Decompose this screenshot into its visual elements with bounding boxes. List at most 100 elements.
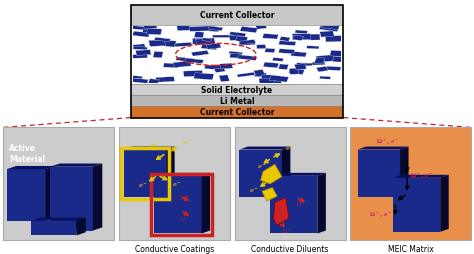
Polygon shape [319,77,331,80]
Text: Li$^+$, $e^-$: Li$^+$, $e^-$ [376,137,400,147]
Polygon shape [261,75,272,82]
Polygon shape [201,173,210,234]
Polygon shape [307,46,319,50]
Bar [131,84,343,96]
Polygon shape [400,147,409,198]
Polygon shape [204,66,223,70]
Polygon shape [50,164,102,167]
Polygon shape [255,25,267,30]
Polygon shape [146,29,162,36]
Polygon shape [132,32,150,38]
Text: Li$^+$: Li$^+$ [296,200,306,209]
Polygon shape [124,150,166,198]
Polygon shape [7,169,46,221]
Polygon shape [263,63,279,69]
Polygon shape [237,73,255,78]
Text: MEIC Matrix: MEIC Matrix [388,244,434,253]
Bar [235,128,346,241]
Text: $e^-$: $e^-$ [285,145,295,153]
Polygon shape [31,218,86,221]
Polygon shape [214,68,225,73]
Polygon shape [330,51,343,57]
Polygon shape [46,166,55,221]
Polygon shape [273,198,289,225]
Polygon shape [239,42,255,46]
Polygon shape [153,52,163,59]
Polygon shape [289,69,305,75]
Polygon shape [183,71,203,77]
Polygon shape [239,147,291,150]
Polygon shape [239,150,282,198]
Text: $e^-$: $e^-$ [257,163,267,170]
Polygon shape [133,55,147,59]
Polygon shape [301,64,312,67]
Polygon shape [296,64,306,69]
Polygon shape [235,37,248,43]
Text: Li$^+$: Li$^+$ [180,214,191,223]
Polygon shape [261,165,282,184]
Polygon shape [202,39,212,42]
Polygon shape [126,76,143,80]
Text: Active
Material: Active Material [9,144,46,163]
Bar [131,96,343,107]
Polygon shape [230,54,241,59]
Text: Li$^+$: Li$^+$ [282,227,292,235]
Polygon shape [136,51,151,56]
Polygon shape [155,176,201,234]
Bar [119,128,230,241]
Polygon shape [269,76,289,83]
Polygon shape [278,65,289,70]
Polygon shape [163,64,179,69]
Polygon shape [289,69,299,75]
Polygon shape [280,37,290,42]
Polygon shape [240,27,258,34]
Polygon shape [195,39,216,46]
Polygon shape [259,79,274,85]
Text: $e^-$: $e^-$ [172,180,182,188]
Polygon shape [201,44,218,51]
Text: $e^-$: $e^-$ [249,186,259,194]
Polygon shape [292,36,303,41]
Polygon shape [50,167,93,231]
Polygon shape [279,42,296,46]
Polygon shape [256,45,266,50]
Polygon shape [191,51,209,57]
Polygon shape [142,30,162,36]
Text: $e^-$: $e^-$ [138,181,148,189]
Polygon shape [202,26,220,33]
Polygon shape [177,25,191,31]
Polygon shape [254,70,265,77]
Polygon shape [124,147,174,150]
Bar [350,128,471,241]
Polygon shape [316,67,328,73]
Bar [131,107,343,118]
Polygon shape [273,58,283,62]
Polygon shape [270,176,318,234]
Polygon shape [31,221,76,235]
Text: Li$^+$, $e^-$: Li$^+$, $e^-$ [410,170,433,180]
Polygon shape [319,32,334,38]
Polygon shape [333,57,346,63]
Polygon shape [143,25,157,30]
Polygon shape [229,33,246,37]
Polygon shape [270,173,326,176]
Polygon shape [155,173,210,176]
Polygon shape [264,49,275,53]
Text: $e^-$: $e^-$ [150,142,160,150]
Bar [131,26,343,84]
Polygon shape [279,50,295,55]
Bar [3,128,114,241]
Polygon shape [132,44,146,50]
Polygon shape [292,35,311,41]
Text: Current Collector: Current Collector [200,108,274,117]
Polygon shape [319,26,339,33]
Text: Conductive Diluents: Conductive Diluents [252,244,329,253]
Bar [131,6,343,26]
Polygon shape [357,147,409,150]
Polygon shape [282,147,291,198]
Text: Li$^+$: Li$^+$ [180,193,191,201]
Polygon shape [148,40,167,46]
Polygon shape [357,150,400,198]
Polygon shape [318,173,326,234]
Text: Li Metal: Li Metal [219,97,255,106]
